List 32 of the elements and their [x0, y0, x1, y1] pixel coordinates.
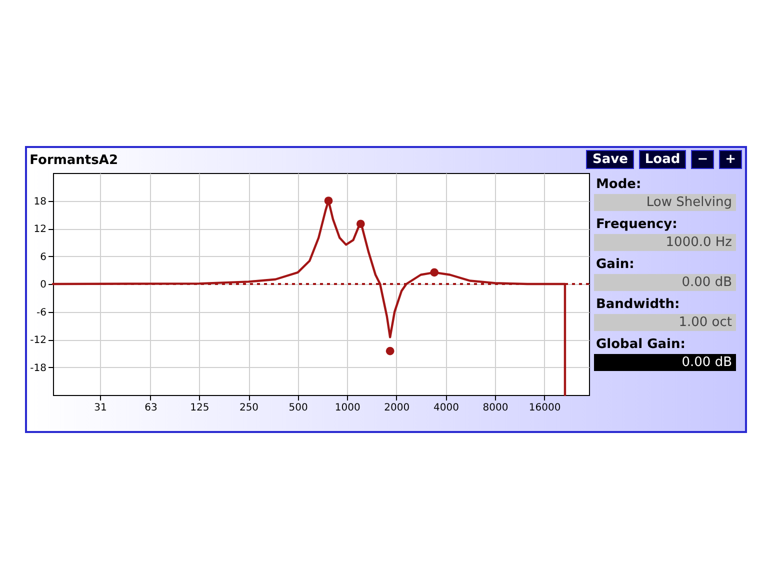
x-tick-label: 2000 — [384, 402, 410, 414]
x-tick-label: 250 — [239, 402, 259, 414]
text: Load — [638, 150, 686, 169]
y-tick-label: 18 — [34, 196, 46, 208]
text: Bandwidth: — [596, 297, 681, 312]
text: 1.00 oct — [594, 314, 736, 331]
x-tick-label: 31 — [94, 402, 107, 414]
text: Frequency: — [596, 217, 678, 232]
text: Save — [586, 150, 634, 169]
text: 0.00 dB — [594, 274, 736, 291]
text: Mode: — [596, 177, 642, 192]
x-tick-label: 125 — [190, 402, 210, 414]
x-tick-label: 63 — [144, 402, 158, 414]
text: 0.00 dB — [594, 354, 736, 371]
y-tick-label: -18 — [30, 362, 46, 374]
text: Global Gain: — [596, 337, 686, 352]
x-tick-label: 4000 — [433, 402, 459, 414]
y-tick-label: -12 — [30, 335, 46, 346]
x-tick-label: 16000 — [528, 402, 561, 414]
x-tick-label: 500 — [288, 402, 308, 414]
text: 1000.0 Hz — [594, 234, 736, 251]
y-tick-label: 0 — [40, 280, 46, 290]
x-tick-label: 8000 — [482, 402, 508, 414]
text: Gain: — [596, 257, 636, 272]
chart-title: FormantsA2 — [30, 153, 118, 168]
text: + — [719, 150, 742, 169]
x-tick-label: 1000 — [334, 402, 360, 414]
y-tick-label: 12 — [34, 224, 46, 235]
y-tick-label: -6 — [36, 307, 46, 318]
text: − — [691, 150, 714, 169]
y-tick-label: 6 — [40, 252, 46, 263]
text: Low Shelving — [594, 194, 736, 211]
